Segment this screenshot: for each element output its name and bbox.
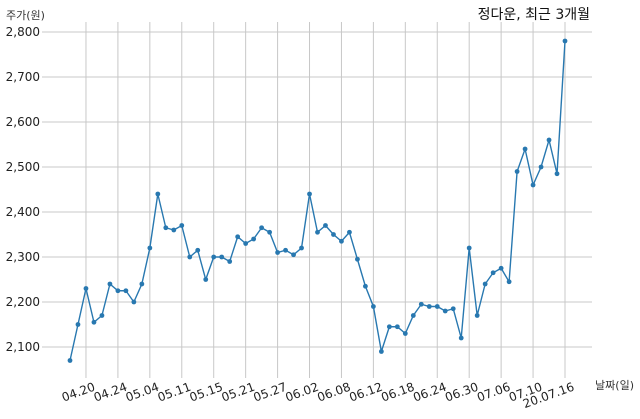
data-point	[450, 306, 456, 312]
data-point	[323, 223, 328, 228]
data-point	[275, 250, 280, 255]
data-point	[251, 236, 257, 242]
data-point	[442, 308, 448, 314]
data-point	[315, 229, 320, 235]
data-point	[426, 304, 432, 309]
data-point	[498, 265, 504, 271]
x-axis-label: 날짜(일)	[595, 378, 634, 392]
data-point	[378, 349, 384, 354]
data-point	[123, 288, 129, 294]
data-point	[139, 281, 145, 287]
data-point	[554, 171, 560, 177]
data-point	[259, 225, 265, 231]
data-point	[339, 238, 344, 244]
data-point	[307, 191, 312, 197]
data-point	[147, 245, 153, 251]
grid	[42, 22, 592, 378]
data-point	[514, 169, 520, 174]
data-point	[235, 234, 241, 240]
data-point	[99, 313, 105, 318]
data-point	[474, 313, 480, 318]
data-point	[83, 286, 89, 291]
data-point	[171, 227, 177, 233]
data-point	[107, 281, 113, 287]
data-point	[482, 281, 488, 287]
chart-title: 정다운, 최근 3개월	[478, 7, 590, 23]
x-axis: 04.2004.2405.0405.1105.1505.2105.2706.02…	[60, 380, 576, 411]
data-point	[355, 256, 360, 262]
y-tick-label: 2,400	[6, 205, 40, 219]
data-point	[291, 252, 296, 258]
data-point	[91, 319, 97, 325]
data-point	[195, 247, 201, 253]
data-point	[67, 358, 73, 363]
data-point	[418, 301, 424, 307]
data-points	[67, 38, 568, 363]
data-point	[410, 313, 416, 318]
y-axis: 2,100 2,200 2,300 2,400 2,500 2,600 2,700 2,800	[6, 25, 40, 354]
data-point	[219, 254, 225, 260]
data-point	[267, 229, 272, 235]
y-tick-label: 2,100	[6, 340, 40, 354]
data-point	[466, 245, 472, 251]
data-point	[211, 254, 217, 260]
data-point	[402, 331, 408, 336]
y-tick-label: 2,200	[6, 295, 40, 309]
y-tick-label: 2,700	[6, 70, 40, 84]
data-point	[434, 304, 440, 309]
y-tick-label: 2,600	[6, 115, 40, 129]
data-point	[458, 335, 464, 341]
data-point	[347, 229, 352, 235]
data-point	[363, 283, 368, 289]
data-point	[131, 299, 137, 305]
data-point	[370, 304, 376, 309]
data-point	[227, 259, 233, 264]
data-point	[115, 288, 121, 294]
data-point	[163, 225, 169, 231]
series-line	[69, 40, 566, 361]
data-point	[538, 164, 544, 170]
data-point	[203, 277, 209, 282]
data-point	[243, 241, 249, 246]
data-point	[506, 279, 512, 285]
y-tick-label: 2,500	[6, 160, 40, 174]
data-point	[562, 38, 568, 44]
data-point	[299, 245, 304, 251]
data-point	[179, 223, 185, 228]
y-axis-label: 주가(원)	[6, 9, 45, 22]
data-point	[394, 324, 400, 330]
data-point	[75, 322, 81, 327]
data-point	[546, 137, 552, 143]
data-point	[187, 254, 193, 260]
data-point	[283, 247, 288, 253]
data-point	[331, 232, 336, 237]
data-point	[490, 270, 496, 276]
y-tick-label: 2,800	[6, 25, 40, 39]
data-point	[155, 191, 161, 197]
data-point	[522, 146, 528, 152]
data-point	[386, 324, 392, 330]
data-point	[530, 182, 536, 188]
y-tick-label: 2,300	[6, 250, 40, 264]
